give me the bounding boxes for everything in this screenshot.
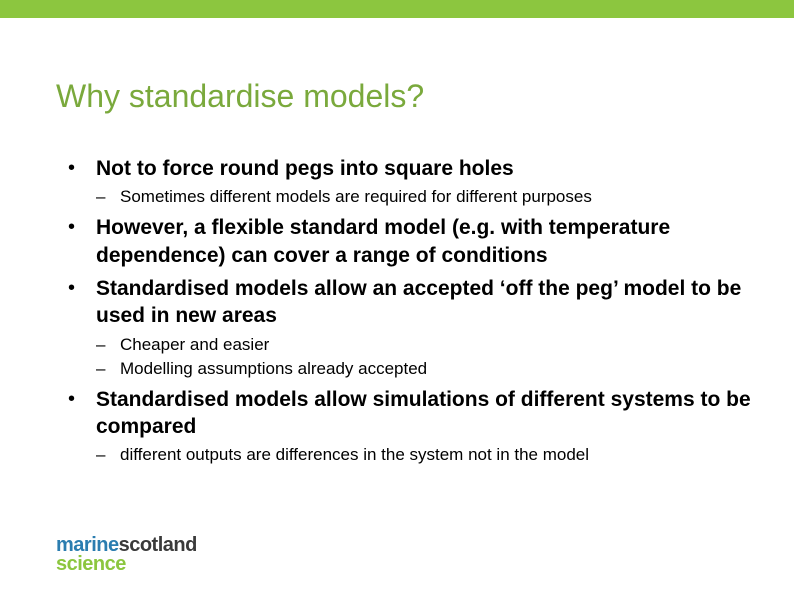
sub-list: Sometimes different models are required … <box>96 186 754 208</box>
bullet-text: Not to force round pegs into square hole… <box>96 157 514 180</box>
marine-scotland-logo: marinescotland science <box>56 534 197 576</box>
bullet-text: However, a flexible standard model (e.g.… <box>96 216 670 266</box>
bullet-list: Not to force round pegs into square hole… <box>68 155 754 466</box>
sub-list-item: Modelling assumptions already accepted <box>96 358 754 380</box>
list-item: Standardised models allow simulations of… <box>68 386 754 467</box>
slide-title: Why standardise models? <box>56 78 794 115</box>
logo-text-scotland: scotland <box>119 534 197 556</box>
list-item: Not to force round pegs into square hole… <box>68 155 754 208</box>
logo-text-science: science <box>56 553 126 575</box>
list-item: However, a flexible standard model (e.g.… <box>68 214 754 269</box>
sub-list: Cheaper and easier Modelling assumptions… <box>96 334 754 380</box>
slide-body: Why standardise models? Not to force rou… <box>0 78 794 466</box>
accent-top-bar <box>0 0 794 18</box>
sub-list-item: different outputs are differences in the… <box>96 444 754 466</box>
list-item: Standardised models allow an accepted ‘o… <box>68 275 754 380</box>
sub-list: different outputs are differences in the… <box>96 444 754 466</box>
sub-list-item: Sometimes different models are required … <box>96 186 754 208</box>
sub-list-item: Cheaper and easier <box>96 334 754 356</box>
bullet-text: Standardised models allow simulations of… <box>96 388 751 438</box>
bullet-text: Standardised models allow an accepted ‘o… <box>96 277 741 327</box>
